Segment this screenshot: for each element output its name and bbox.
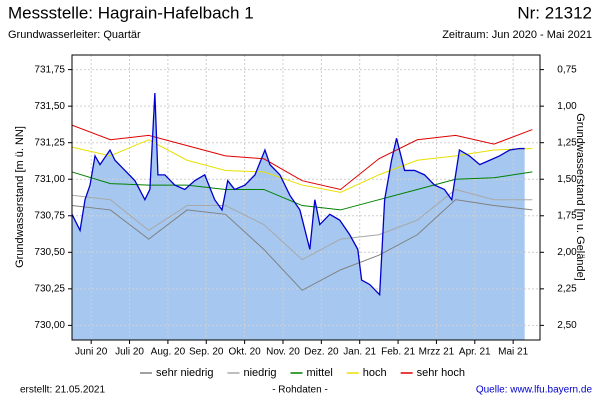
series-line — [71, 124, 533, 191]
series-line — [71, 171, 533, 211]
source[interactable]: Quelle: www.lfu.bayern.de — [476, 385, 593, 396]
y2-tick-label: 2,50 — [557, 320, 577, 331]
y-tick-label: 730,00 — [34, 320, 65, 331]
x-tick-label: Dez. 20 — [304, 347, 339, 358]
legend-label: sehr hoch — [417, 367, 465, 379]
series-line — [71, 139, 533, 193]
chart-title: Messstelle: Hagrain-Hafelbach 1 — [8, 3, 254, 22]
y2-tick-label: 1,00 — [557, 101, 577, 112]
x-tick-label: Juni 20 — [75, 347, 108, 358]
y-tick-label: 730,50 — [34, 247, 65, 258]
legend-label: mittel — [307, 367, 333, 379]
created-date: erstellt: 21.05.2021 — [20, 385, 105, 396]
raw-line — [71, 92, 525, 297]
y-tick-label: 731,00 — [34, 174, 65, 185]
y2-tick-label: 2,25 — [557, 283, 577, 294]
raw-label: - Rohdaten - — [272, 385, 328, 396]
x-tick-label: Aug. 20 — [151, 347, 186, 358]
x-tick-label: Mai 21 — [498, 347, 528, 358]
y2-axis-label: Grundwasserstand [m u. Gelände] — [574, 113, 586, 281]
period: Zeitraum: Jun 2020 - Mai 2021 — [442, 29, 592, 41]
legend-label: sehr niedrig — [156, 367, 213, 379]
x-tick-label: Mrzz 21 — [419, 347, 455, 358]
y2-tick-label: 0,75 — [557, 64, 577, 75]
subtitle: Grundwasserleiter: Quartär — [8, 29, 141, 41]
raw-area — [72, 93, 525, 340]
y2-tick-label: 1,75 — [557, 210, 577, 221]
y-tick-label: 730,75 — [34, 210, 65, 221]
y-tick-label: 731,50 — [34, 101, 65, 112]
series-line — [71, 188, 533, 261]
y-tick-label: 731,25 — [34, 137, 65, 148]
x-tick-label: Okt. 20 — [228, 347, 261, 358]
x-tick-label: Feb. 21 — [381, 347, 415, 358]
legend-label: niedrig — [243, 367, 276, 379]
x-tick-label: Apr. 21 — [459, 347, 491, 358]
x-tick-label: Sep. 20 — [189, 347, 224, 358]
series-line — [71, 199, 533, 291]
y-tick-label: 730,25 — [34, 283, 65, 294]
y2-tick-label: 2,00 — [557, 247, 577, 258]
station-number: Nr: 21312 — [517, 3, 592, 22]
x-tick-label: Nov. 20 — [266, 347, 300, 358]
x-tick-label: Juli 20 — [115, 347, 144, 358]
y-axis-label: Grundwasserstand [m ü. NN] — [14, 126, 26, 268]
y2-tick-label: 1,50 — [557, 174, 577, 185]
plot-frame — [71, 54, 541, 341]
x-tick-label: Jan. 21 — [343, 347, 376, 358]
y2-tick-label: 1,25 — [557, 137, 577, 148]
y-tick-label: 731,75 — [34, 64, 65, 75]
legend-label: hoch — [363, 367, 387, 379]
